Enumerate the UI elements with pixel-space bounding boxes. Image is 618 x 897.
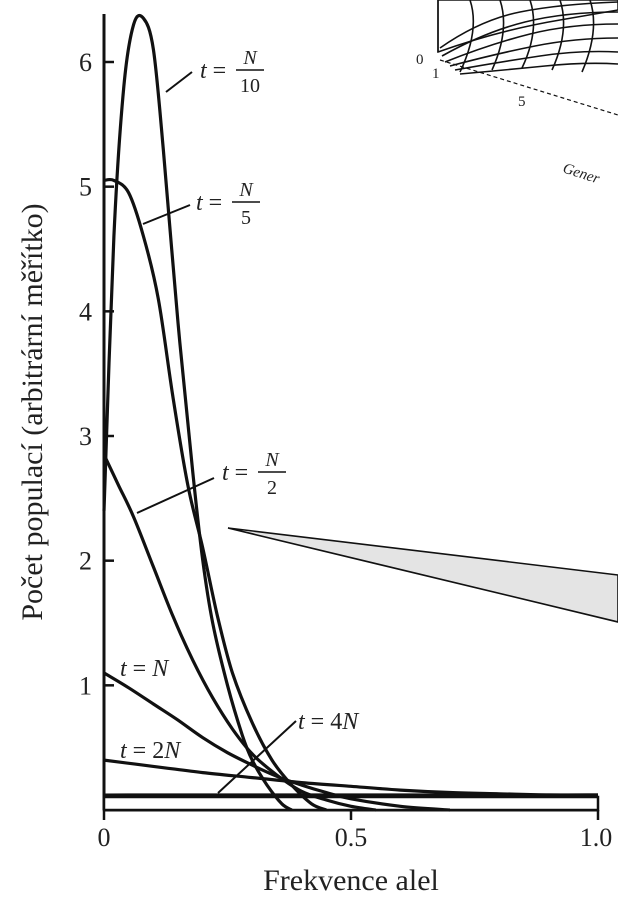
- inset-surface: 0 1 5 Gener: [416, 0, 618, 187]
- curve-label-5: t = 2N: [120, 738, 182, 764]
- leader-line: [142, 204, 191, 225]
- inset-five-label: 5: [518, 94, 526, 110]
- curve-label-6: t = 4N: [217, 709, 360, 794]
- x-tick-label: 0: [98, 823, 111, 852]
- y-tick-label: 6: [79, 48, 92, 77]
- label-text: t =: [196, 190, 222, 216]
- x-axis-title: Frekvence alel: [263, 864, 439, 897]
- y-tick-label: 5: [79, 173, 92, 202]
- fraction-numerator: N: [242, 47, 258, 69]
- leader-line: [165, 71, 193, 93]
- fraction-denominator: 2: [267, 477, 277, 499]
- curve-label-4: t = N: [120, 656, 170, 682]
- inset-floor: [439, 59, 618, 116]
- inset-mesh-lines: [439, 0, 618, 75]
- x-ticks: 0 0.5 1.0: [98, 810, 613, 852]
- curves: [102, 13, 599, 812]
- label-text: t = N: [120, 656, 170, 682]
- label-text: t = 2N: [120, 738, 182, 764]
- inset-zero-label: 0: [416, 52, 424, 68]
- label-text: t =: [200, 58, 226, 84]
- curve-label-1: t = N 10: [165, 47, 264, 97]
- curve-label-3: t = N 2: [136, 449, 286, 514]
- y-tick-label: 2: [79, 547, 92, 576]
- curve-2: [103, 177, 327, 812]
- curve-label-2: t = N 5: [142, 179, 260, 229]
- y-ticks: 1 2 3 4 5 6: [79, 48, 114, 700]
- y-axis-title: Počet populací (arbitrární měřítko): [16, 203, 49, 620]
- inset-one-label: 1: [432, 66, 440, 82]
- y-tick-label: 4: [79, 297, 92, 326]
- fraction-denominator: 5: [241, 207, 251, 229]
- x-tick-label: 0.5: [335, 823, 368, 852]
- label-text: t = 4N: [298, 709, 360, 735]
- y-tick-label: 3: [79, 422, 92, 451]
- inset-axis-label: Gener: [561, 161, 602, 188]
- curve-1: [102, 13, 293, 812]
- y-tick-label: 1: [79, 671, 92, 700]
- fraction-numerator: N: [264, 449, 280, 471]
- leader-line: [217, 720, 297, 794]
- inset-mesh: [437, 0, 618, 54]
- fraction-denominator: 10: [240, 75, 260, 97]
- fraction-numerator: N: [238, 179, 254, 201]
- leader-line: [136, 477, 215, 514]
- zoom-wedge: [227, 527, 618, 623]
- curve-3: [102, 454, 376, 812]
- curve-5: [103, 758, 599, 797]
- curve-4: [103, 671, 450, 812]
- x-tick-label: 1.0: [580, 823, 613, 852]
- label-text: t =: [222, 460, 248, 486]
